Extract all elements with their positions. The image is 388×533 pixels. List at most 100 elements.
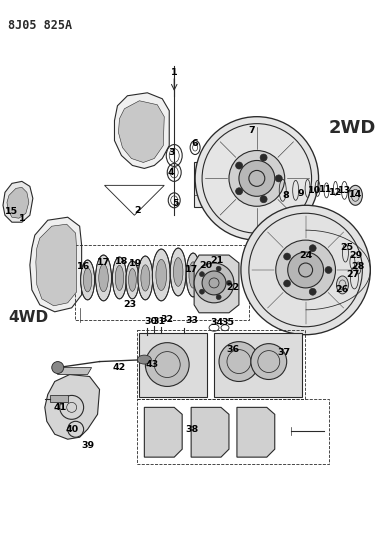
Ellipse shape <box>95 255 111 301</box>
Text: 18: 18 <box>115 256 128 265</box>
Circle shape <box>284 253 291 260</box>
Text: 20: 20 <box>199 261 213 270</box>
Circle shape <box>241 205 370 335</box>
Polygon shape <box>36 224 77 306</box>
Circle shape <box>195 117 319 240</box>
Polygon shape <box>55 368 92 375</box>
Text: 14: 14 <box>349 190 362 199</box>
Ellipse shape <box>115 265 124 290</box>
Ellipse shape <box>152 249 170 301</box>
Ellipse shape <box>81 260 95 300</box>
Text: 39: 39 <box>81 441 94 450</box>
Polygon shape <box>194 255 239 313</box>
Text: 1: 1 <box>19 214 25 223</box>
Text: 15: 15 <box>5 207 19 216</box>
Polygon shape <box>237 407 275 457</box>
Text: 11: 11 <box>319 185 332 194</box>
Circle shape <box>202 271 226 295</box>
Bar <box>50 395 68 402</box>
Text: 25: 25 <box>340 243 353 252</box>
Ellipse shape <box>170 248 186 296</box>
Text: 4WD: 4WD <box>8 310 48 325</box>
Circle shape <box>260 154 267 161</box>
Polygon shape <box>30 217 81 312</box>
Bar <box>139 333 207 398</box>
Polygon shape <box>7 188 29 218</box>
Bar <box>137 399 329 464</box>
Circle shape <box>52 361 64 374</box>
Circle shape <box>194 263 234 303</box>
Bar <box>137 330 305 399</box>
Text: 32: 32 <box>161 315 174 324</box>
Ellipse shape <box>128 269 136 292</box>
Circle shape <box>288 252 324 288</box>
Text: 8: 8 <box>282 191 289 200</box>
Text: 41: 41 <box>53 403 66 412</box>
Ellipse shape <box>336 276 348 294</box>
Ellipse shape <box>137 355 151 364</box>
Circle shape <box>227 280 232 285</box>
Text: 2: 2 <box>134 206 141 215</box>
Polygon shape <box>114 93 169 168</box>
Circle shape <box>146 343 189 386</box>
Text: 3: 3 <box>168 148 175 157</box>
Text: 34: 34 <box>210 318 223 327</box>
Circle shape <box>309 245 316 252</box>
Ellipse shape <box>126 261 139 299</box>
Text: 43: 43 <box>146 360 159 369</box>
Ellipse shape <box>348 185 362 205</box>
Ellipse shape <box>113 257 126 299</box>
Circle shape <box>325 266 332 273</box>
Text: 8J05 825A: 8J05 825A <box>8 19 72 32</box>
Text: 12: 12 <box>329 188 342 197</box>
Text: 7: 7 <box>249 126 255 135</box>
Circle shape <box>276 240 336 300</box>
Text: 1: 1 <box>171 68 178 77</box>
Text: 35: 35 <box>222 318 234 327</box>
Polygon shape <box>144 407 182 457</box>
Ellipse shape <box>173 257 183 286</box>
Text: 5: 5 <box>172 199 178 208</box>
Ellipse shape <box>189 262 197 288</box>
Text: 24: 24 <box>299 251 312 260</box>
Text: 13: 13 <box>338 186 351 195</box>
Circle shape <box>236 162 242 169</box>
Bar <box>214 333 301 398</box>
Ellipse shape <box>141 265 150 291</box>
Polygon shape <box>45 375 100 439</box>
Text: 28: 28 <box>352 262 365 271</box>
Circle shape <box>309 288 316 295</box>
Bar <box>74 245 249 320</box>
Circle shape <box>251 344 287 379</box>
Text: 17: 17 <box>185 265 198 274</box>
Text: 10: 10 <box>308 186 321 195</box>
Ellipse shape <box>156 260 167 290</box>
Text: 9: 9 <box>297 189 304 198</box>
Text: 17: 17 <box>97 257 110 266</box>
Text: 36: 36 <box>226 345 239 354</box>
Text: 6: 6 <box>192 139 198 148</box>
Circle shape <box>284 280 291 287</box>
Polygon shape <box>191 407 229 457</box>
Circle shape <box>216 295 221 300</box>
Text: 37: 37 <box>277 348 290 357</box>
Circle shape <box>229 150 285 206</box>
Polygon shape <box>104 185 164 215</box>
Text: 4: 4 <box>168 168 175 177</box>
Ellipse shape <box>138 256 153 300</box>
Circle shape <box>199 289 204 294</box>
Polygon shape <box>3 181 33 222</box>
Text: 16: 16 <box>77 262 90 271</box>
Circle shape <box>199 272 204 277</box>
Text: 33: 33 <box>185 316 199 325</box>
Text: 29: 29 <box>349 251 362 260</box>
Text: 38: 38 <box>185 425 199 434</box>
Ellipse shape <box>99 264 108 292</box>
Circle shape <box>219 342 259 382</box>
Bar <box>194 163 244 207</box>
Circle shape <box>239 160 275 196</box>
Circle shape <box>275 175 282 182</box>
Text: 2WD: 2WD <box>329 119 376 136</box>
Text: 26: 26 <box>335 285 348 294</box>
Text: 21: 21 <box>210 255 223 264</box>
